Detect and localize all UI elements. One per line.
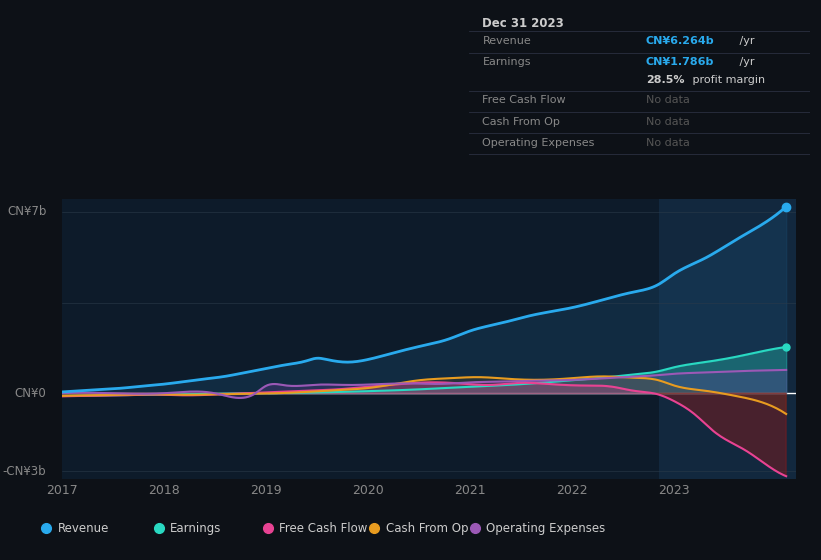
Text: 28.5%: 28.5% [646, 75, 685, 85]
Text: No data: No data [646, 138, 690, 148]
Text: Earnings: Earnings [483, 57, 531, 67]
Text: /yr: /yr [736, 57, 754, 67]
Text: CN¥7b: CN¥7b [7, 206, 46, 218]
Text: Revenue: Revenue [58, 521, 109, 535]
Bar [658, 199, 796, 479]
Text: Cash From Op: Cash From Op [386, 521, 468, 535]
Text: CN¥0: CN¥0 [15, 387, 46, 400]
Text: Dec 31 2023: Dec 31 2023 [483, 17, 564, 30]
Text: No data: No data [646, 95, 690, 105]
Text: Free Cash Flow: Free Cash Flow [483, 95, 566, 105]
Text: Revenue: Revenue [483, 36, 531, 46]
Text: profit margin: profit margin [689, 75, 764, 85]
Text: Free Cash Flow: Free Cash Flow [279, 521, 368, 535]
Text: CN¥1.786b: CN¥1.786b [646, 57, 714, 67]
Text: -CN¥3b: -CN¥3b [2, 465, 46, 478]
Text: No data: No data [646, 116, 690, 127]
Text: CN¥6.264b: CN¥6.264b [646, 36, 714, 46]
Text: Cash From Op: Cash From Op [483, 116, 560, 127]
Text: Operating Expenses: Operating Expenses [483, 138, 594, 148]
Text: Earnings: Earnings [170, 521, 222, 535]
Text: Operating Expenses: Operating Expenses [486, 521, 605, 535]
Text: /yr: /yr [736, 36, 754, 46]
